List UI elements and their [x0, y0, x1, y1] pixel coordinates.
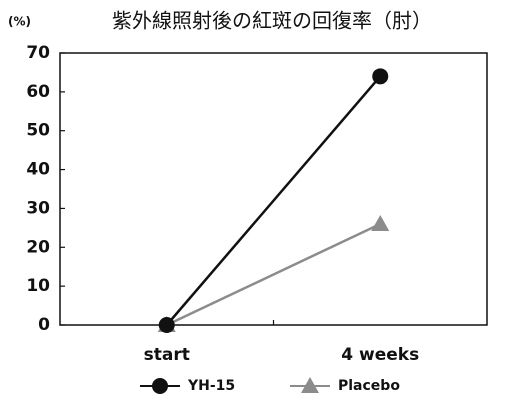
- y-axis-label: (%): [8, 15, 31, 29]
- data-point: [372, 68, 389, 85]
- y-tick-label: 60: [26, 82, 50, 102]
- x-tick-label: start: [144, 345, 190, 365]
- legend-marker: [301, 377, 319, 393]
- legend-marker: [152, 378, 168, 394]
- y-tick-label: 10: [26, 276, 50, 296]
- plot-frame: [59, 52, 488, 326]
- y-tick-label: 70: [26, 43, 50, 63]
- legend-label: YH-15: [187, 378, 235, 394]
- y-tick-label: 30: [26, 198, 50, 218]
- series-line: [165, 75, 382, 326]
- x-tick-label: 4 weeks: [341, 345, 419, 365]
- legend-label: Placebo: [338, 378, 400, 394]
- y-tick-label: 50: [26, 121, 50, 141]
- data-point: [158, 317, 175, 333]
- y-tick-label: 40: [26, 160, 50, 180]
- data-point: [371, 214, 390, 231]
- series-line: [166, 222, 381, 327]
- y-tick-label: 20: [26, 237, 50, 257]
- chart-title: 紫外線照射後の紅斑の回復率（肘）: [112, 9, 432, 33]
- y-tick-label: 0: [38, 315, 50, 335]
